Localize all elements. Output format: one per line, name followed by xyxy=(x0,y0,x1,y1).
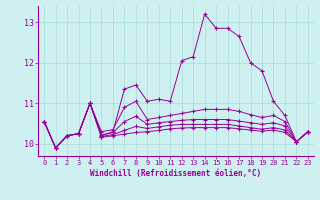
X-axis label: Windchill (Refroidissement éolien,°C): Windchill (Refroidissement éolien,°C) xyxy=(91,169,261,178)
